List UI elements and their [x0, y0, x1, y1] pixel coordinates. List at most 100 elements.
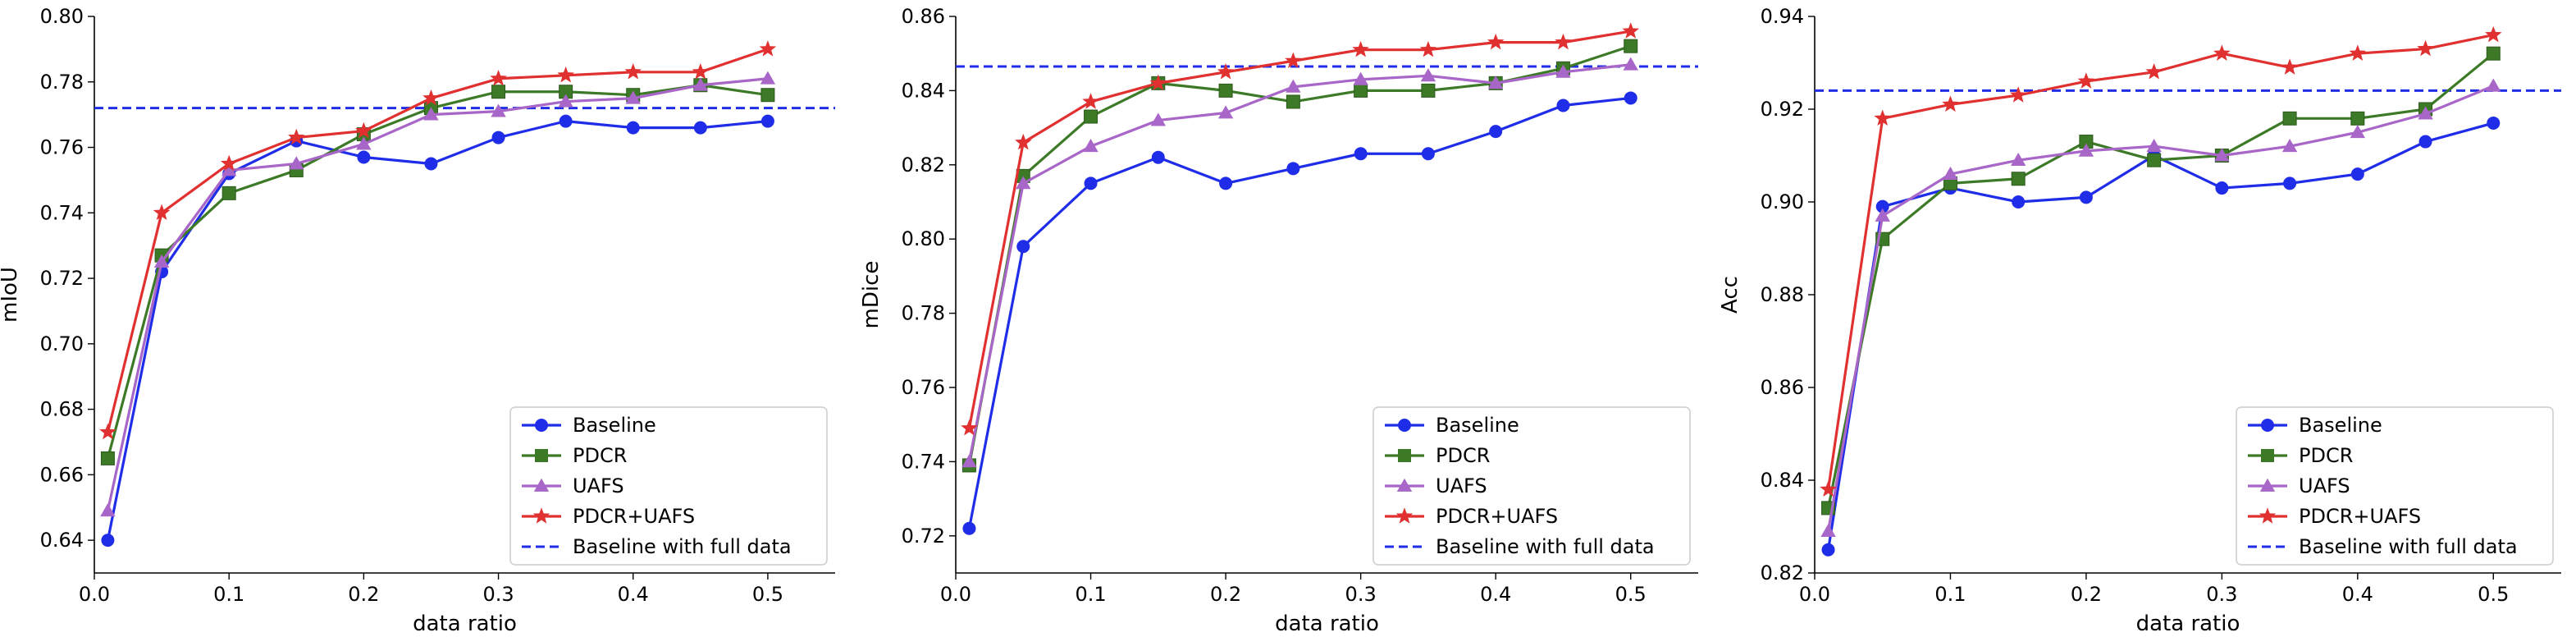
data-point-uafs	[2486, 78, 2501, 92]
data-point-baseline	[1219, 176, 1233, 190]
data-point-pdcr	[222, 186, 236, 200]
data-point-pdcr-plus-uafs	[1622, 22, 1639, 39]
data-point-pdcr-plus-uafs	[2009, 86, 2027, 103]
y-tick-label: 0.80	[40, 5, 84, 28]
x-tick-label: 0.5	[752, 583, 783, 606]
data-point-uafs	[2214, 148, 2230, 162]
data-point-pdcr-plus-uafs	[2485, 25, 2502, 43]
data-point-uafs	[100, 503, 116, 517]
data-point-uafs	[625, 90, 641, 104]
data-point-pdcr-plus-uafs	[2349, 44, 2367, 61]
data-point-uafs	[1353, 71, 1368, 85]
data-point-uafs	[2350, 125, 2366, 139]
data-point-uafs	[1623, 57, 1638, 71]
data-point-pdcr-plus-uafs	[759, 40, 777, 57]
data-point-pdcr-plus-uafs	[1820, 480, 1837, 497]
x-tick-label: 0.5	[2478, 583, 2509, 606]
legend-marker-uafs	[533, 478, 550, 492]
data-point-pdcr	[2486, 46, 2501, 61]
y-tick-label: 0.86	[1761, 376, 1804, 399]
y-tick-label: 0.72	[40, 267, 84, 290]
data-point-uafs	[1555, 64, 1571, 78]
data-point-pdcr-plus-uafs	[1942, 95, 1959, 112]
data-point-pdcr-plus-uafs	[557, 66, 574, 83]
miou-chart: 0.0 0.1 0.2 0.3 0.4 0.5 0.64 0.66 0.68 0.70 0.72 0.…	[0, 5, 835, 636]
x-tick-label: 0.4	[618, 583, 649, 606]
legend-label-pdcr-plus-uafs: PDCR+UAFS	[573, 505, 695, 528]
data-point-baseline	[2418, 135, 2432, 149]
legend-marker-pdcr-plus-uafs	[532, 507, 550, 524]
y-tick-label: 0.88	[1761, 283, 1804, 306]
data-point-pdcr-plus-uafs	[692, 63, 710, 80]
data-point-pdcr	[1286, 94, 1300, 109]
data-point-baseline	[559, 114, 573, 128]
x-axis-label: data ratio	[2136, 612, 2240, 636]
data-point-uafs	[961, 454, 977, 468]
x-tick-label: 0.3	[482, 583, 514, 606]
data-point-uafs	[289, 156, 304, 170]
legend-label-pdcr-plus-uafs: PDCR+UAFS	[1436, 505, 1558, 528]
data-point-uafs	[1286, 79, 1301, 93]
data-point-uafs	[2010, 152, 2026, 167]
legend-marker-pdcr-plus-uafs	[2259, 507, 2277, 524]
data-point-baseline	[760, 114, 774, 128]
data-point-pdcr	[2147, 153, 2162, 167]
y-tick-label: 0.78	[902, 302, 945, 325]
data-point-pdcr-plus-uafs	[1419, 40, 1437, 57]
legend-label-pdcr: PDCR	[1436, 444, 1490, 467]
data-point-baseline	[1821, 543, 1835, 557]
data-point-uafs	[423, 107, 439, 121]
data-point-baseline	[1016, 240, 1030, 254]
data-point-pdcr	[2011, 172, 2026, 186]
data-point-pdcr-plus-uafs	[1352, 40, 1369, 57]
data-point-baseline	[491, 131, 505, 144]
y-tick-label: 0.92	[1761, 98, 1804, 121]
data-point-pdcr-plus-uafs	[1082, 93, 1099, 109]
y-axis-label: mDice	[859, 261, 884, 329]
legend-label-uafs: UAFS	[1436, 474, 1487, 497]
legend-box	[1372, 406, 1691, 566]
data-point-pdcr-plus-uafs	[1015, 133, 1032, 150]
y-tick-label: 0.76	[902, 376, 945, 399]
legend-label-baseline: Baseline	[2299, 414, 2382, 437]
y-tick-label: 0.82	[1761, 561, 1804, 584]
data-point-pdcr-plus-uafs	[2417, 39, 2434, 57]
legend-marker-baseline	[1398, 419, 1411, 432]
x-tick-label: 0.5	[1615, 583, 1647, 606]
data-point-baseline	[1286, 162, 1300, 176]
x-tick-label: 0.1	[1075, 583, 1106, 606]
x-tick-label: 0.1	[213, 583, 244, 606]
data-point-baseline	[1875, 199, 1889, 213]
x-tick-label: 0.3	[1345, 583, 1377, 606]
data-point-baseline	[2012, 195, 2026, 209]
legend-box	[509, 406, 828, 566]
y-tick-label: 0.80	[902, 227, 945, 250]
data-point-pdcr-plus-uafs	[1555, 33, 1572, 50]
x-tick-label: 0.0	[940, 583, 971, 606]
data-point-uafs	[491, 103, 506, 117]
data-point-pdcr-plus-uafs	[1487, 33, 1505, 50]
y-tick-label: 0.74	[40, 201, 84, 224]
data-point-baseline	[1489, 125, 1503, 139]
legend-marker-pdcr	[2261, 449, 2274, 462]
data-point-uafs	[558, 94, 573, 108]
data-point-pdcr	[491, 85, 506, 99]
y-axis-label: mIoU	[0, 267, 22, 323]
legend-label-pdcr-plus-uafs: PDCR+UAFS	[2299, 505, 2421, 528]
legend-label-uafs: UAFS	[2299, 474, 2350, 497]
data-point-uafs	[1083, 139, 1098, 153]
data-point-uafs	[1487, 76, 1504, 89]
legend-label-baseline: Baseline	[573, 414, 656, 437]
legend-label-baseline-with-full-data: Baseline with full data	[1436, 535, 1655, 558]
y-axis-label: Acc	[1718, 276, 1742, 314]
data-point-pdcr	[760, 88, 775, 103]
legend-label-pdcr: PDCR	[2299, 444, 2353, 467]
data-point-pdcr	[2282, 111, 2297, 126]
data-point-baseline	[1151, 150, 1165, 164]
data-point-baseline	[424, 157, 438, 171]
y-tick-label: 0.78	[40, 71, 84, 94]
x-tick-label: 0.2	[1210, 583, 1241, 606]
data-point-pdcr-plus-uafs	[2145, 63, 2163, 80]
data-point-baseline	[2350, 167, 2364, 181]
legend-marker-pdcr-plus-uafs	[1395, 507, 1414, 524]
